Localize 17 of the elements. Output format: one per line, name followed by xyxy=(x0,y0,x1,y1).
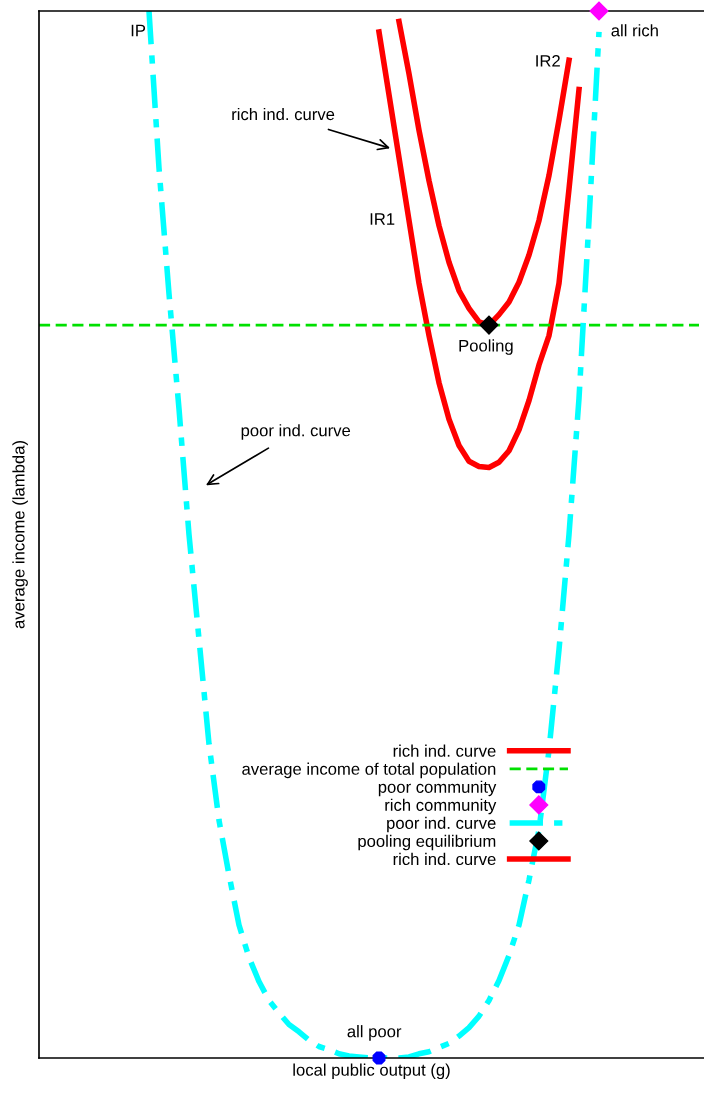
annotation: IP xyxy=(131,24,146,37)
annotation: Pooling xyxy=(459,339,513,355)
annotation: all rich xyxy=(611,24,658,37)
annotation: IR2 xyxy=(536,54,560,67)
legend-label: rich ind. curve xyxy=(393,852,496,866)
annotation: all poor xyxy=(347,1025,402,1041)
annotation: rich ind. curve xyxy=(232,107,335,121)
legend-label: poor community xyxy=(378,780,497,797)
annotation: poor ind. curve xyxy=(241,424,351,440)
annotation: IR1 xyxy=(370,213,395,225)
x-axis-title: local public output (g) xyxy=(293,1063,450,1080)
y-axis-title: average income (lambda) xyxy=(12,441,28,629)
legend-label: pooling equilibrium xyxy=(358,834,496,851)
legend-label: rich community xyxy=(385,798,497,815)
legend-label: average income of total population xyxy=(242,762,496,779)
legend-label: poor ind. curve xyxy=(387,816,496,833)
legend-label: rich ind. curve xyxy=(393,744,496,757)
